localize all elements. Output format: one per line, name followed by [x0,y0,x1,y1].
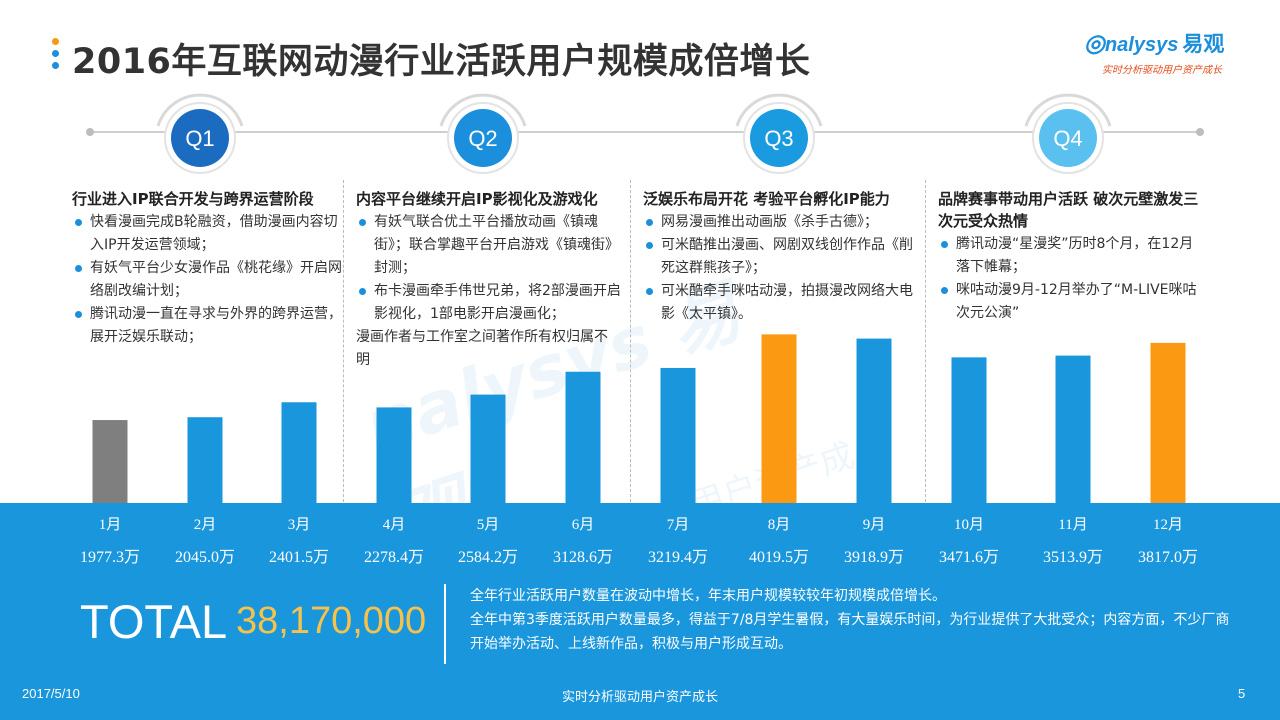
tick-label: 6月 [571,517,595,533]
quarter-timeline: Q1 Q2 Q3 Q4 [86,93,1204,174]
total-label: TOTAL [80,595,228,648]
bar-10月 [951,357,987,503]
data-label: 3128.6万 [552,549,613,566]
q1-notes: 行业进入IP联合开发与跨界运营阶段 快看漫画完成B轮融资，借助漫画内容切入IP开… [72,188,342,349]
data-label: 1977.3万 [79,549,140,566]
list-item: 网易漫画推出动画版《杀手古德》； [643,211,925,234]
monthly-active-users-chart [92,334,1186,503]
list-item: 可米酷推出漫画、网剧双线创作作品《削死这群熊孩子》； [643,234,925,280]
logo-tagline: 实时分析驱动用户资产成长 [1102,65,1222,76]
tick-label: 3月 [287,517,311,533]
quarter-badge-arc [1024,93,1112,127]
q1-heading: 行业进入IP联合开发与跨界运营阶段 [72,190,314,208]
bar-11月 [1055,355,1091,503]
list-item: 腾讯动漫“星漫奖”历时8个月，在12月落下帷幕； [938,233,1200,279]
tick-label: 2月 [193,517,217,533]
title-dots-icon [52,38,60,74]
quarter-badge-arc [439,93,527,127]
data-label: 3918.9万 [843,549,904,566]
list-item: 有妖气平台少女漫作品《桃花缘》开启网络剧改编计划； [72,257,342,303]
list-item: 有妖气联合优土平台播放动画《镇魂街》；联合掌趣平台开启游戏《镇魂街》封测； [356,211,624,280]
q3-notes: 泛娱乐布局开花 考验平台孵化IP能力 网易漫画推出动画版《杀手古德》； 可米酷推… [643,188,925,326]
q2-notes: 内容平台继续开启IP影视化及游戏化 有妖气联合优土平台播放动画《镇魂街》；联合掌… [356,188,624,372]
summary-band: 1月 2月 3月 4月 5月 6月 7月 8月 9月 10月 11月 12月 1977.3万 2045.… [0,503,1280,720]
data-label: 3219.4万 [647,549,708,566]
tick-label: 11月 [1058,517,1088,533]
quarter-badge-label: Q1 [185,126,214,151]
list-item: 快看漫画完成B轮融资，借助漫画内容切入IP开发运营领域； [72,211,342,257]
quarter-badge-q2 [454,109,512,167]
bar-9月 [856,338,892,503]
quarter-badge-label: Q3 [764,126,793,151]
bar-6月 [565,371,601,503]
quarter-badge-arc [156,93,244,127]
quarter-badge-q3 [750,109,808,167]
q2-heading: 内容平台继续开启IP影视化及游戏化 [356,190,598,208]
tick-label: 10月 [953,517,984,533]
page-number: 5 [1238,686,1246,701]
tick-label: 5月 [476,517,500,533]
bar-8月 [761,334,797,503]
q3-heading: 泛娱乐布局开花 考验平台孵化IP能力 [643,190,890,208]
tick-label: 12月 [1152,517,1183,533]
q4-notes: 品牌赛事带动用户活跃 破次元壁激发三次元受众热情 腾讯动漫“星漫奖”历时8个月，… [938,188,1200,325]
tick-label: 1月 [98,517,122,533]
data-label: 2401.5万 [268,549,329,566]
q2-note: 漫画作者与工作室之间著作所有权归属不明 [356,329,608,368]
logo-brand-text: nalysys [1104,34,1179,56]
quarter-badge-q4 [1039,109,1097,167]
quarter-badge-label: Q4 [1053,126,1082,151]
brand-logo: ◎nalysys 易观 实时分析驱动用户资产成长 [1084,28,1254,78]
footer-date: 2017/5/10 [22,686,80,701]
data-label: 4019.5万 [748,549,809,566]
tick-label: 8月 [767,517,791,533]
footer-tagline: 实时分析驱动用户资产成长 [561,690,718,705]
bar-2月 [187,417,223,503]
quarter-divider [630,180,631,502]
page-title: 2016年互联网动漫行业活跃用户规模成倍增长 [72,42,811,82]
quarter-badge-arc [735,93,823,127]
data-label: 3513.9万 [1042,549,1103,566]
data-label: 3471.6万 [938,549,999,566]
month-labels: 1月 2月 3月 4月 5月 6月 7月 8月 9月 10月 11月 12月 [0,513,1280,537]
quarter-badge-label: Q2 [468,126,497,151]
total-value: 38,170,000 [236,600,427,642]
timeline-start-dot [86,128,94,136]
summary-line: 全年行业活跃用户数量在波动中增长，年末用户规模较较年初规模成倍增长。 [470,588,946,604]
logo-brand-cn: 易观 [1182,32,1225,56]
data-label: 2278.4万 [363,549,424,566]
data-label: 3817.0万 [1137,549,1198,566]
bar-3月 [281,402,317,503]
quarter-divider [925,180,926,502]
quarter-badge-q1 [171,109,229,167]
bar-12月 [1150,342,1186,503]
summary-line: 全年中第3季度活跃用户数量最多，得益于7/8月学生暑假，有大量娱乐时间，为行业提… [470,612,1230,652]
bar-7月 [660,367,696,503]
bar-5月 [470,394,506,503]
summary-text: 全年行业活跃用户数量在波动中增长，年末用户规模较较年初规模成倍增长。 全年中第3… [470,584,1230,656]
bar-4月 [376,407,412,503]
bar-1月 [92,420,128,503]
data-label: 2584.2万 [457,549,518,566]
list-item: 咪咕动漫9月-12月举办了“M-LIVE咪咕次元公演” [938,279,1200,325]
list-item: 腾讯动漫一直在寻求与外界的跨界运营，展开泛娱乐联动； [72,303,342,349]
timeline-end-dot [1196,128,1204,136]
q4-heading: 品牌赛事带动用户活跃 破次元壁激发三次元受众热情 [938,190,1199,230]
list-item: 可米酷牵手咪咕动漫，拍摄漫改网络大电影《太平镇》。 [643,280,925,326]
tick-label: 9月 [862,517,886,533]
logo-mark-icon: ◎ [1084,30,1105,57]
total-divider [444,584,446,664]
value-labels: 1977.3万 2045.0万 2401.5万 2278.4万 2584.2万 3128.… [0,543,1280,567]
data-label: 2045.0万 [174,549,235,566]
list-item: 布卡漫画牵手伟世兄弟，将2部漫画开启影视化，1部电影开启漫画化； [356,280,624,326]
tick-label: 7月 [666,517,690,533]
quarter-divider [343,180,344,502]
tick-label: 4月 [382,517,406,533]
